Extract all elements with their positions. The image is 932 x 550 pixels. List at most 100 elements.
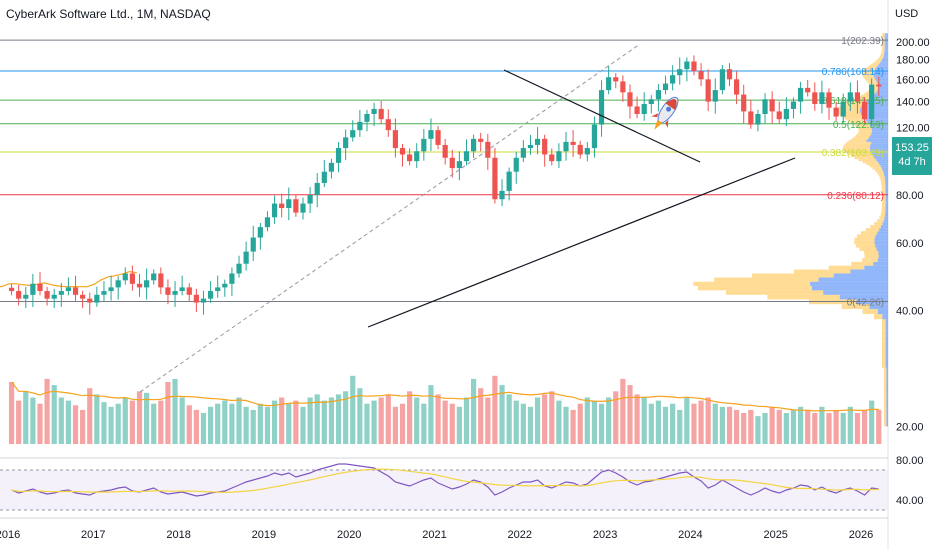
volume-profile-bar-down <box>856 126 871 128</box>
volume-profile-bar-up <box>880 61 888 63</box>
volume-bar <box>129 400 135 444</box>
volume-profile-bar-up <box>877 82 888 84</box>
volume-bar <box>271 400 278 444</box>
volume-profile-bar-up <box>864 118 888 120</box>
volume-bar <box>357 388 363 444</box>
volume-profile-bar-down <box>877 219 884 223</box>
candle-body <box>222 283 228 288</box>
candle-body <box>549 154 555 162</box>
volume-bar <box>51 385 57 444</box>
volume-bar <box>250 409 256 444</box>
x-axis-tick-label: 2026 <box>849 529 873 541</box>
volume-bar <box>478 388 484 444</box>
volume-profile-bar-down <box>884 398 887 408</box>
volume-bar <box>485 397 491 444</box>
volume-profile-bar-up <box>883 219 888 223</box>
volume-bar <box>136 391 143 444</box>
volume-profile-bar-down <box>880 178 885 181</box>
volume-profile-bar-down <box>876 171 884 174</box>
volume-profile-bar-down <box>837 108 861 111</box>
volume-bar <box>655 400 662 444</box>
volume-bar <box>570 409 576 444</box>
volume-profile-bar-down <box>858 129 872 132</box>
volume-profile-bar-up <box>865 101 888 104</box>
candle-body <box>193 294 199 303</box>
candle-body <box>136 283 143 288</box>
candle-body <box>641 104 647 114</box>
volume-profile-bar-up <box>883 55 888 57</box>
volume-profile-bar-up <box>881 167 888 170</box>
volume-bar <box>527 406 534 444</box>
volume-profile-bar-down <box>843 149 871 152</box>
volume-bar <box>385 394 391 444</box>
candle-body <box>854 92 861 102</box>
candle-body <box>442 144 448 158</box>
volume-profile-bar-up <box>877 231 888 235</box>
volume-profile-bar-down <box>846 141 872 144</box>
candle-body <box>357 121 363 131</box>
volume-profile-bar-down <box>862 71 874 73</box>
volume-profile-bar-up <box>874 237 888 241</box>
candle-body <box>87 298 93 303</box>
volume-profile-bar-up <box>875 244 888 248</box>
volume-profile-bar-up <box>885 330 888 336</box>
volume-profile-bar-down <box>880 54 884 56</box>
volume-bar <box>719 406 725 444</box>
volume-profile-bar-up <box>873 73 888 76</box>
fib-level-0-label: 0(42.26) <box>847 298 884 309</box>
volume-profile-bar-up <box>866 140 888 142</box>
volume-bar <box>8 382 15 444</box>
volume-profile-bar-down <box>879 216 885 220</box>
volume-profile-bar-up <box>885 210 888 214</box>
volume-bar <box>506 394 512 444</box>
volume-profile-bar-up <box>886 407 888 417</box>
volume-profile-bar-down <box>868 65 878 67</box>
volume-profile-bar-up <box>876 80 888 82</box>
volume-profile-bar-up <box>884 47 888 49</box>
volume-bar <box>470 378 477 444</box>
volume-profile-bar-up <box>871 131 888 133</box>
volume-profile-bar-up <box>876 247 888 252</box>
volume-bar <box>705 397 711 444</box>
volume-profile-bar-up <box>871 129 888 132</box>
volume-bar <box>463 397 470 444</box>
volume-profile-bar-down <box>882 354 886 361</box>
volume-bar <box>598 403 605 444</box>
candle-body <box>719 69 725 91</box>
volume-bar <box>641 397 647 444</box>
candle-body <box>606 77 612 91</box>
volume-bar <box>200 413 207 444</box>
volume-profile-bar-up <box>884 51 888 53</box>
volume-profile-bar-up <box>811 285 888 291</box>
volume-profile-bar-up <box>865 119 888 122</box>
volume-bar <box>300 406 306 444</box>
volume-profile-bar-down <box>881 48 885 50</box>
candle-body <box>705 79 711 102</box>
volume-profile-bar-down <box>881 197 886 201</box>
candle-body <box>677 69 683 76</box>
volume-profile-bar-up <box>885 195 888 198</box>
candle-body <box>634 106 640 114</box>
volume-profile-bar-down <box>865 78 876 81</box>
volume-bar <box>677 409 683 444</box>
volume-profile-bar-up <box>870 97 888 99</box>
candle-body <box>264 217 271 228</box>
fib-level-0236-label: 0.236(80.12) <box>827 191 884 202</box>
candle-body <box>300 203 306 213</box>
volume-profile-bar-up <box>818 277 888 282</box>
volume-bar <box>606 397 612 444</box>
volume-profile-bar-up <box>874 93 888 95</box>
candle-body <box>271 203 278 218</box>
volume-profile-bar-up <box>886 390 888 399</box>
volume-profile-bar-down <box>843 145 871 148</box>
volume-bar <box>399 403 406 444</box>
volume-bar <box>442 400 448 444</box>
volume-bar <box>44 378 50 444</box>
candle-body <box>797 87 804 102</box>
volume-profile-bar-down <box>881 50 885 52</box>
candle-body <box>584 148 590 155</box>
candle-body <box>776 111 782 120</box>
x-axis-tick-label: 2024 <box>678 529 702 541</box>
volume-profile-bar-down <box>872 167 882 170</box>
volume-profile-bar-up <box>884 35 888 37</box>
